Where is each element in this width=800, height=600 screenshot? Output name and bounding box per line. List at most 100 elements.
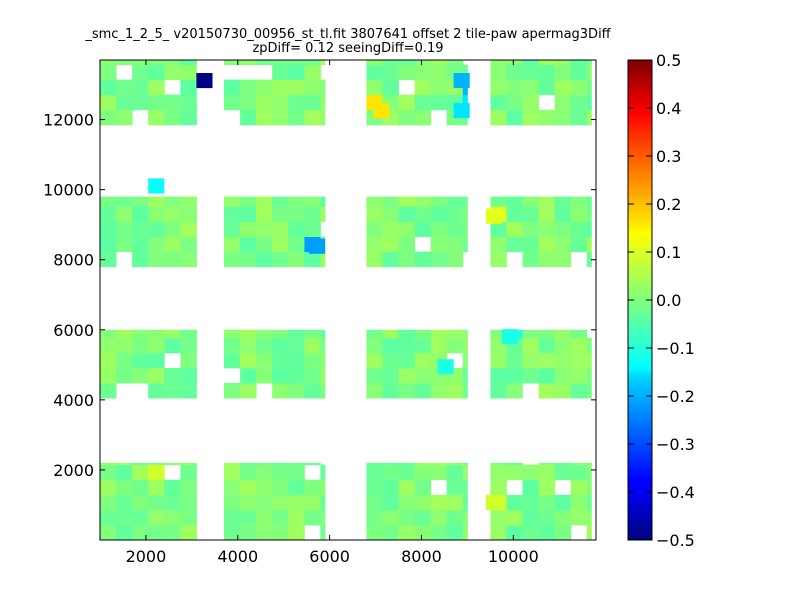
heatmap-cell: [100, 329, 117, 339]
heatmap-cell: [164, 206, 181, 222]
heatmap-cell: [304, 251, 321, 268]
heatmap-cell: [586, 60, 592, 65]
heatmap-cell: [382, 464, 399, 481]
heatmap-cell: [570, 462, 588, 466]
heatmap-cell: [272, 464, 289, 481]
heatmap-cell: [538, 383, 556, 399]
heatmap-cell: [320, 509, 326, 526]
heatmap-cell: [586, 109, 592, 126]
heatmap-cell: [462, 206, 468, 222]
plot-frame: [99, 59, 597, 541]
heatmap-cell: [272, 206, 289, 222]
heatmap-cell: [490, 329, 507, 339]
heatmap-cell: [240, 94, 257, 111]
heatmap-cell: [224, 221, 241, 237]
heatmap-cell: [462, 94, 468, 111]
heatmap-cell: [554, 464, 572, 481]
heatmap-cell: [414, 352, 432, 369]
heatmap-cell: [430, 64, 448, 81]
heatmap-cell: [398, 60, 415, 65]
heatmap-cell: [180, 462, 197, 466]
heatmap-cell: [430, 251, 448, 268]
colorbar-tick-label: −0.4: [656, 483, 695, 502]
heatmap-cell: [100, 494, 117, 511]
heatmap-cell: [462, 221, 468, 237]
heatmap-cell: [570, 221, 588, 237]
heatmap-cell: [164, 221, 181, 237]
heatmap-cell: [116, 94, 133, 111]
heatmap-cell: [304, 337, 321, 354]
heatmap-cell: [430, 94, 448, 111]
heatmap-cell: [554, 509, 572, 526]
heatmap-cell: [148, 524, 165, 541]
heatmap-cell: [414, 60, 432, 65]
heatmap-cell: [180, 196, 197, 207]
heatmap-cell: [148, 60, 165, 65]
heatmap-cell: [288, 462, 305, 466]
x-tick-label: 8000: [401, 547, 442, 566]
heatmap-cell: [398, 494, 415, 511]
heatmap-cell: [382, 79, 399, 96]
heatmap-cell: [164, 494, 181, 511]
heatmap-cell: [256, 368, 273, 384]
heatmap-cell: [272, 524, 289, 541]
heatmap-cell: [446, 206, 464, 222]
heatmap-cell-outlier: [309, 238, 326, 254]
heatmap-cell: [430, 524, 448, 541]
colorbar-tick-label: 0.0: [656, 291, 681, 310]
heatmap-cell-outlier: [437, 359, 454, 375]
heatmap-cell: [132, 352, 149, 369]
heatmap-cell: [554, 236, 572, 253]
y-tick-label: 8000: [53, 251, 94, 270]
heatmap-cell: [256, 337, 273, 354]
heatmap-cell: [586, 196, 592, 207]
heatmap-cell: [538, 109, 556, 126]
heatmap-cell: [398, 524, 415, 541]
heatmap-cell: [490, 64, 507, 81]
heatmap-cell: [382, 524, 399, 541]
heatmap-cell: [462, 462, 468, 466]
heatmap-cell: [430, 464, 448, 481]
heatmap-cell: [304, 64, 321, 81]
heatmap-cell: [164, 368, 181, 384]
heatmap-cell: [272, 221, 289, 237]
heatmap-cell: [148, 494, 165, 511]
heatmap-cell: [304, 221, 321, 237]
heatmap-cell: [446, 337, 464, 354]
heatmap-cell: [570, 196, 588, 207]
heatmap-cell: [288, 94, 305, 111]
heatmap-cell: [366, 206, 383, 222]
heatmap-cell: [256, 236, 273, 253]
heatmap-cell: [272, 352, 289, 369]
heatmap-cell: [446, 236, 464, 253]
heatmap-cell: [490, 383, 507, 399]
heatmap-cell: [490, 236, 507, 253]
heatmap-cell-outlier: [148, 178, 165, 194]
heatmap-cell: [446, 329, 464, 339]
heatmap-cell: [116, 236, 133, 253]
heatmap-cell: [366, 509, 383, 526]
heatmap-cell: [224, 196, 241, 207]
heatmap-cell: [462, 494, 468, 511]
heatmap-cell: [586, 494, 592, 511]
heatmap-cell: [414, 79, 432, 96]
heatmap-cell: [538, 352, 556, 369]
heatmap-cell-outlier: [453, 103, 470, 119]
heatmap-cell: [100, 196, 117, 207]
heatmap-cell: [132, 329, 149, 339]
heatmap-cell: [100, 352, 117, 369]
heatmap-cell: [586, 464, 592, 481]
heatmap-cell: [224, 60, 241, 65]
heatmap-cell: [366, 60, 383, 65]
heatmap-cell: [490, 251, 507, 268]
heatmap-cell: [414, 251, 432, 268]
heatmap-cell: [506, 494, 523, 511]
heatmap-cell: [288, 383, 305, 399]
heatmap-cell: [586, 368, 592, 384]
heatmap-cell: [414, 509, 432, 526]
heatmap-cell: [398, 352, 415, 369]
colorbar-tick-label: −0.5: [656, 531, 695, 550]
heatmap-cell: [272, 329, 289, 339]
heatmap-cell: [414, 524, 432, 541]
heatmap-cell: [398, 383, 415, 399]
